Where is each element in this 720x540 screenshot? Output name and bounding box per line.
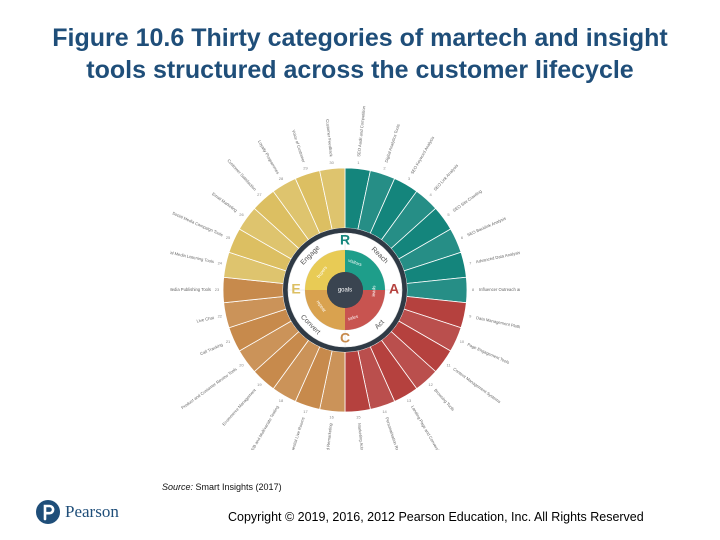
segment-number: 29 [303, 165, 308, 170]
inner-ring-word: leads [371, 285, 376, 297]
figure-title-line-1: Figure 10.6 Thirty categories of martech… [52, 24, 668, 52]
segment-number: 10 [460, 339, 465, 344]
segment-number: 5 [447, 212, 450, 217]
figure-title: Figure 10.6 Thirty categories of martech… [0, 22, 720, 86]
segment-number: 17 [303, 409, 308, 414]
segment-number: 15 [356, 414, 361, 419]
segment-number: 3 [408, 176, 411, 181]
segment-number: 11 [446, 362, 451, 367]
segment-number: 1 [357, 160, 360, 165]
inner-ring-act [345, 290, 385, 330]
race-letter-r: R [340, 232, 350, 248]
segment-number: 4 [430, 192, 433, 197]
pearson-p-icon [36, 500, 60, 524]
segment-number: 8 [472, 287, 475, 292]
inner-ring-word: repeat [316, 299, 328, 313]
segment-label: Marketing Automation [357, 423, 366, 450]
segment-number: 7 [469, 260, 472, 265]
segment-number: 27 [257, 192, 262, 197]
segment-number: 14 [382, 409, 387, 414]
figure-title-line-2: tools structured across the customer lif… [86, 56, 634, 84]
inner-ring-word: visitors [348, 258, 364, 268]
segment-number: 16 [329, 414, 334, 419]
inner-ring-reach [345, 250, 385, 290]
segment-number: 25 [226, 235, 231, 240]
segment-label: Retargeting and Remarketing [322, 422, 333, 450]
segment-number: 22 [218, 314, 223, 319]
segment-label: Social Media Publishing Tools [170, 287, 211, 292]
segment-number: 24 [218, 260, 223, 265]
pearson-logo-text: Pearson [65, 502, 119, 521]
segment-number: 23 [215, 287, 220, 292]
segment-number: 20 [239, 362, 244, 367]
source-prefix: Source: [162, 482, 194, 492]
source-text: Smart Insights (2017) [193, 482, 282, 492]
segment-number: 30 [329, 160, 334, 165]
source-note: Source: Smart Insights (2017) [162, 482, 282, 492]
segment-number: 6 [461, 235, 464, 240]
copyright-notice: Copyright © 2019, 2016, 2012 Pearson Edu… [228, 510, 644, 524]
segment-number: 12 [428, 382, 433, 387]
segment-label: SEO Audit and Competition [356, 105, 366, 157]
goals-center-label: goals [338, 288, 352, 294]
race-letter-c: C [340, 330, 350, 346]
segment-number: 21 [226, 339, 231, 344]
race-letter-e: E [291, 281, 300, 297]
segment-number: 28 [279, 176, 284, 181]
segment-number: 13 [407, 398, 412, 403]
segment-number: 26 [239, 212, 244, 217]
goals-center [327, 272, 363, 308]
segment-number: 18 [279, 398, 284, 403]
segment-number: 19 [257, 382, 262, 387]
inner-ring-engage [305, 250, 345, 290]
segment-number: 9 [469, 314, 472, 319]
segment-label: Customer Feedback [325, 119, 334, 158]
inner-ring-convert [305, 290, 345, 330]
inner-ring-word: sales [347, 314, 359, 322]
segment-label: Influencer Outreach and Management [479, 287, 520, 292]
segment-number: 2 [383, 165, 386, 170]
segment-label: Live Chat [196, 315, 215, 324]
race-letter-a: A [389, 281, 399, 297]
pearson-logo: Pearson [36, 500, 119, 524]
